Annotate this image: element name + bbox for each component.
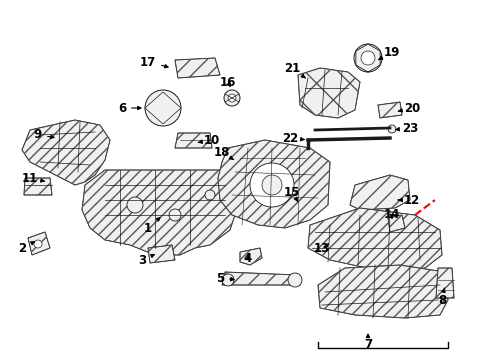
- Circle shape: [34, 240, 42, 248]
- Circle shape: [224, 90, 240, 106]
- Polygon shape: [82, 170, 240, 255]
- Circle shape: [204, 190, 215, 200]
- Polygon shape: [387, 215, 404, 232]
- Text: 22: 22: [281, 131, 304, 144]
- Text: 8: 8: [437, 288, 445, 306]
- Text: 17: 17: [140, 55, 168, 68]
- Circle shape: [222, 274, 234, 286]
- Text: 4: 4: [244, 252, 252, 265]
- Text: 1: 1: [143, 218, 160, 234]
- Text: 19: 19: [378, 45, 399, 60]
- Polygon shape: [175, 133, 212, 148]
- Text: 16: 16: [220, 76, 236, 89]
- Polygon shape: [317, 265, 447, 318]
- Text: 12: 12: [397, 194, 419, 207]
- Circle shape: [360, 51, 374, 65]
- Circle shape: [262, 175, 282, 195]
- Circle shape: [227, 94, 236, 102]
- Text: 2: 2: [18, 242, 34, 255]
- Circle shape: [169, 209, 181, 221]
- Text: 14: 14: [383, 208, 399, 221]
- Text: 7: 7: [363, 334, 371, 351]
- Circle shape: [127, 197, 142, 213]
- Text: 5: 5: [215, 271, 234, 284]
- Text: 3: 3: [138, 253, 154, 266]
- Polygon shape: [225, 155, 244, 175]
- Polygon shape: [148, 245, 175, 263]
- Polygon shape: [28, 232, 50, 255]
- Circle shape: [153, 98, 173, 118]
- Circle shape: [145, 90, 181, 126]
- Polygon shape: [22, 120, 110, 185]
- Polygon shape: [218, 140, 329, 228]
- Polygon shape: [145, 92, 181, 124]
- Text: 9: 9: [34, 129, 54, 141]
- Circle shape: [387, 125, 395, 133]
- Text: 21: 21: [284, 62, 305, 78]
- Circle shape: [287, 273, 302, 287]
- Text: 11: 11: [22, 171, 44, 184]
- Text: 18: 18: [213, 145, 233, 159]
- Text: 6: 6: [118, 102, 141, 114]
- Polygon shape: [307, 208, 441, 272]
- Text: 13: 13: [313, 242, 329, 255]
- Polygon shape: [222, 272, 299, 285]
- Text: 15: 15: [283, 185, 300, 201]
- Circle shape: [249, 163, 293, 207]
- Polygon shape: [349, 175, 409, 210]
- Polygon shape: [175, 58, 220, 78]
- Circle shape: [158, 103, 168, 113]
- Polygon shape: [297, 68, 359, 118]
- Polygon shape: [435, 268, 453, 298]
- Circle shape: [353, 44, 381, 72]
- Polygon shape: [377, 102, 401, 118]
- Text: 10: 10: [198, 134, 220, 147]
- Text: 20: 20: [398, 102, 419, 114]
- Polygon shape: [240, 248, 262, 265]
- Text: 23: 23: [395, 122, 417, 135]
- Polygon shape: [24, 178, 52, 195]
